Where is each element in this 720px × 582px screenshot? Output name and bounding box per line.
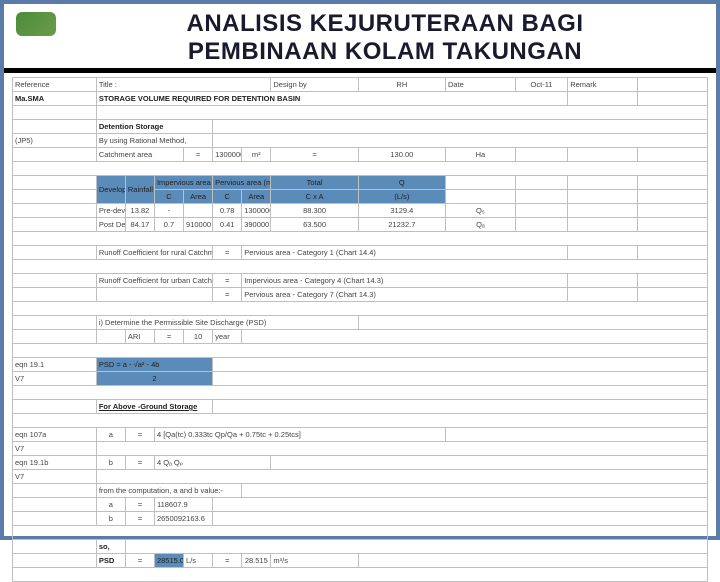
row-above-ground: For Above -Ground Storage [13,400,708,414]
row-storage-hdr: Ma.SMA STORAGE VOLUME REQUIRED FOR DETEN… [13,92,708,106]
hdr-perv: Pervious area (m2) [213,176,271,190]
cell-rational: By using Rational Method, [96,134,212,148]
catch-val2: 130.00 [358,148,445,162]
slide-title: ANALISIS KEJURUTERAAN BAGI PEMBINAAN KOL… [74,10,696,66]
hdr-q: Q [358,176,445,190]
catch-val1: 1300000.0 [213,148,242,162]
cell-jp5: (JP5) [13,134,97,148]
cell-masma: Ma.SMA [13,92,97,106]
hdr-date: Date [445,78,515,92]
logo-icon [16,12,56,36]
row-runoff-urban: Runoff Coefficient for urban Catchment, … [13,274,708,288]
hdr-date-val: Oct-11 [515,78,567,92]
hdr-imperv: Impervious area (m2) [154,176,212,190]
psd-val1: 28515.0 [154,554,183,568]
row-so: so, [13,540,708,554]
row-psd-result: PSD = 28515.0 L/s = 28.515 m³/s [13,554,708,568]
psd-formula-cell: PSD = a - √a² - 4b [96,358,212,372]
row-jp5: (JP5) By using Rational Method, [13,134,708,148]
calc-table: Reference Title : Design by RH Date Oct-… [12,77,708,582]
row-psd-formula: eqn 19.1 PSD = a - √a² - 4b [13,358,708,372]
hdr-total: Total [271,176,358,190]
row-predev: Pre-development 13.82 - 0.78 1300000 88.… [13,204,708,218]
slide-frame: ANALISIS KEJURUTERAAN BAGI PEMBINAAN KOL… [0,0,720,540]
dev-header-1: Development Status Rainfall intensity (m… [13,176,708,190]
title-bar: ANALISIS KEJURUTERAAN BAGI PEMBINAAN KOL… [4,4,716,73]
hdr-title: Title : [96,78,271,92]
hdr-dev-status: Development Status [96,176,125,204]
row-a-formula: eqn 107a a = 4 [Qa(tc) 0.333tc Qp/Qa + 0… [13,428,708,442]
row-runoff-urban2: = Pervious area - Category 7 (Chart 14.3… [13,288,708,302]
row-runoff-rural: Runoff Coefficient for rural Catchment, … [13,246,708,260]
row-b-val: b = 2650092163.6 [13,512,708,526]
title-line2: PEMBINAAN KOLAM TAKUNGAN [188,38,582,65]
row-psd-formula2: V7 2 [13,372,708,386]
hdr-remark: Remark [568,78,638,92]
row-comp: from the computation, a and b value:- [13,484,708,498]
hdr-designby: Design by [271,78,358,92]
row-detention: Detention Storage [13,120,708,134]
cell-detention: Detention Storage [96,120,212,134]
hdr-designby-val: RH [358,78,445,92]
cell-storage-hdr: STORAGE VOLUME REQUIRED FOR DETENTION BA… [96,92,567,106]
cell-catchment: Catchment area [96,148,183,162]
row-b-formula: eqn 19.1b b = 4 Qₐ Qₚ [13,456,708,470]
hdr-rainfall: Rainfall intensity (mm/hr) [125,176,154,204]
hdr-empty [638,78,708,92]
title-line1: ANALISIS KEJURUTERAAN BAGI [186,10,583,37]
row-a-val: a = 118607.9 [13,498,708,512]
row-psd-step: i) Determine the Permissible Site Discha… [13,316,708,330]
row-postdev: Post Development 84.17 0.7 910000 0.41 3… [13,218,708,232]
row-ari: ARI = 10 year [13,330,708,344]
worksheet: Reference Title : Design by RH Date Oct-… [12,77,708,582]
row-catchment: Catchment area = 1300000.0 m² = 130.00 H… [13,148,708,162]
psd-val2: 28.515 [242,554,271,568]
table-header-row: Reference Title : Design by RH Date Oct-… [13,78,708,92]
hdr-reference: Reference [13,78,97,92]
